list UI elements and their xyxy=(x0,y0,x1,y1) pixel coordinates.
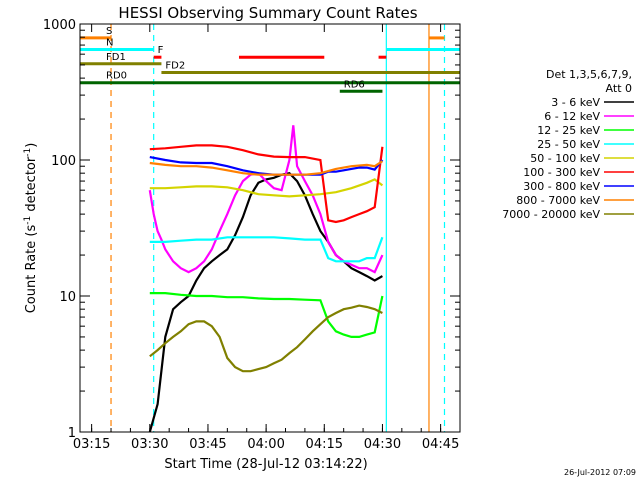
x-tick-label-5: 04:30 xyxy=(364,437,401,452)
legend-label-1: 6 - 12 keV xyxy=(544,110,600,123)
y-tick-label-2: 100 xyxy=(51,154,76,169)
x-tick-label-2: 03:45 xyxy=(189,437,226,452)
series-line-7 xyxy=(149,160,383,176)
axes: 03:15 03:30 03:45 04:00 04:15 04:30 04:45 1 10 10… xyxy=(43,18,461,452)
y-axis-label-main: Count Rate (s xyxy=(24,225,39,314)
y-tick-label-0: 1 xyxy=(68,426,76,441)
legend-label-8: 7000 - 20000 keV xyxy=(502,208,600,221)
y-axis-label-mid: detector xyxy=(24,156,39,216)
flag-label-rd6: RD6 xyxy=(344,79,365,90)
legend-label-5: 100 - 300 keV xyxy=(523,166,600,179)
legend-header-0: Det 1,3,5,6,7,9, xyxy=(546,68,632,81)
y-tick-label-3: 1000 xyxy=(43,18,76,33)
flag-label-fd2: FD2 xyxy=(165,60,185,71)
y-axis-label-end: ) xyxy=(24,143,39,148)
legend-label-0: 3 - 6 keV xyxy=(551,96,600,109)
flag-label-f: F xyxy=(158,45,164,56)
x-tick-label-1: 03:30 xyxy=(131,437,168,452)
series-line-0 xyxy=(148,172,383,433)
series-line-4 xyxy=(149,178,384,198)
legend-label-4: 50 - 100 keV xyxy=(530,152,600,165)
series-line-1 xyxy=(148,125,384,274)
x-tick-label-6: 04:45 xyxy=(422,437,459,452)
plot-area: SN F FD1 FD2 RD0 RD6 xyxy=(80,24,460,433)
x-tick-label-3: 04:00 xyxy=(247,437,284,452)
legend-header-1: Att 0 xyxy=(606,82,632,95)
plot-frame xyxy=(79,23,461,433)
flag-label-fd1: FD1 xyxy=(106,52,126,63)
x-tick-label-0: 03:15 xyxy=(73,437,110,452)
y-axis-label: Count Rate (s-1 detector-1) xyxy=(23,143,39,314)
x-tick-label-4: 04:15 xyxy=(306,437,343,452)
y-axis-label-sup2: -1 xyxy=(23,148,33,157)
flag-label-n: N xyxy=(106,37,113,48)
flag-label-s: S xyxy=(106,26,112,37)
chart-title: HESSI Observing Summary Count Rates xyxy=(118,4,417,22)
series-line-2 xyxy=(149,292,384,338)
x-axis-label: Start Time (28-Jul-12 03:14:22) xyxy=(164,457,367,472)
series-line-5 xyxy=(149,144,384,224)
series-line-3 xyxy=(149,236,384,263)
y-axis-label-sup1: -1 xyxy=(23,216,33,225)
legend-label-7: 800 - 7000 keV xyxy=(516,194,600,207)
series-line-8 xyxy=(149,304,383,373)
footer-timestamp: 26-Jul-2012 07:09 xyxy=(564,468,636,477)
legend-label-6: 300 - 800 keV xyxy=(523,180,600,193)
legend-label-2: 12 - 25 keV xyxy=(537,124,600,137)
flag-label-rd0: RD0 xyxy=(106,71,127,82)
y-tick-label-1: 10 xyxy=(59,290,76,305)
legend-label-3: 25 - 50 keV xyxy=(537,138,600,151)
